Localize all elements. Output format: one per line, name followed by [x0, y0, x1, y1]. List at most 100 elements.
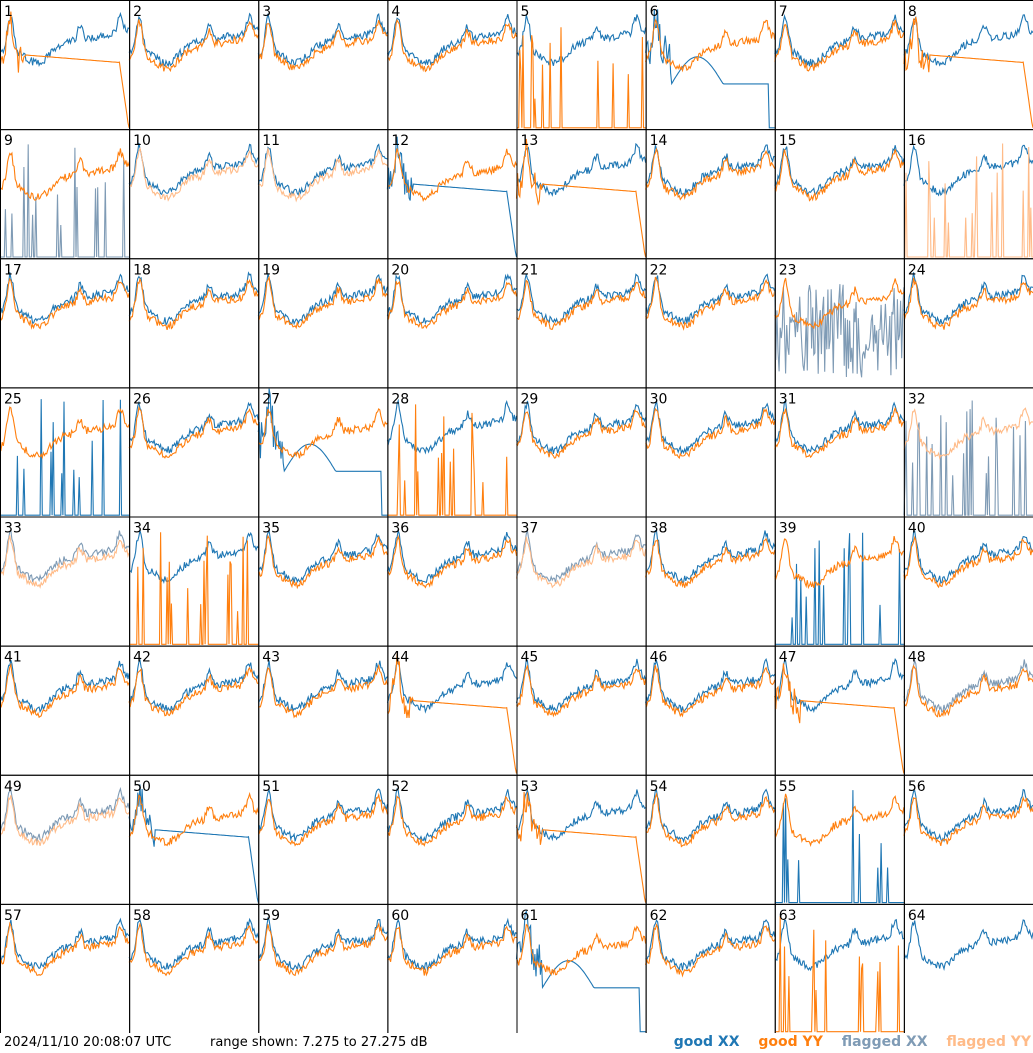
panel-9-yy-line: [0, 148, 130, 201]
panel-37-label: 37: [521, 521, 539, 537]
panel-13-label: 13: [521, 133, 539, 149]
panel-27-label: 27: [262, 391, 280, 407]
panel-11-label: 11: [262, 133, 280, 149]
panel-63-yy-line: [774, 916, 904, 1033]
panel-40-yy-line: [903, 535, 1033, 589]
panel-26-xx-line: [128, 400, 259, 454]
panel-23: 23: [774, 258, 905, 389]
panel-16-label: 16: [908, 133, 926, 149]
panel-1-label: 1: [4, 4, 13, 20]
panel-61-yy-line: [516, 923, 647, 976]
panel-50-xx-line: [128, 784, 259, 903]
panel-6-label: 6: [650, 4, 659, 20]
panel-29: 29: [516, 387, 647, 518]
panel-52-label: 52: [391, 779, 409, 795]
panel-29-label: 29: [521, 391, 539, 407]
panel-16-xx-line: [903, 144, 1033, 197]
panel-37: 37: [515, 516, 647, 647]
panel-25: 25: [0, 387, 131, 518]
panel-39-label: 39: [779, 521, 797, 537]
panel-18-yy-line: [128, 277, 259, 331]
panel-22: 22: [645, 258, 776, 389]
panel-57-label: 57: [4, 908, 22, 924]
panel-62: 62: [645, 903, 776, 1033]
panel-2-xx-line: [128, 12, 259, 68]
panel-42-label: 42: [133, 650, 151, 666]
footer: 2024/11/10 20:08:07 UTC range shown: 7.2…: [0, 1033, 1033, 1053]
panel-19-xx-line: [257, 273, 388, 326]
panel-51: 51: [257, 774, 389, 905]
panel-30-xx-line: [645, 400, 776, 455]
panel-1-yy-line: [0, 11, 130, 128]
panel-14-xx-line: [645, 144, 775, 198]
legend-good-xx: good XX: [673, 1034, 740, 1050]
panel-62-label: 62: [650, 908, 668, 924]
panel-53: 53: [515, 774, 647, 905]
panel-3-xx-line: [257, 12, 388, 67]
panel-2: 2: [128, 0, 260, 131]
panel-26-label: 26: [133, 391, 151, 407]
timestamp: 2024/11/10 20:08:07 UTC: [4, 1035, 172, 1050]
panel-56-xx-line: [903, 788, 1033, 843]
panel-38-yy-line: [645, 537, 776, 588]
panel-6: 6: [645, 0, 776, 131]
panel-19-label: 19: [262, 262, 280, 278]
panel-57-xx-line: [0, 917, 130, 970]
panel-11-xx-line: [257, 143, 388, 197]
panel-41-label: 41: [4, 650, 22, 666]
panel-1: 1: [0, 0, 131, 131]
panel-21-xx-line: [516, 273, 647, 324]
panel-58-yy-line: [128, 922, 259, 977]
panel-14-yy-line: [645, 147, 776, 201]
panel-51-yy-line: [257, 792, 388, 847]
panel-62-yy-line: [645, 923, 776, 978]
panel-13-xx-line: [516, 142, 647, 197]
panel-6-xx-line: [645, 9, 775, 129]
panel-44-xx-line: [386, 658, 517, 714]
panel-17-xx-line: [0, 272, 130, 324]
panel-25-xx-line: [0, 399, 130, 516]
panel-61-label: 61: [521, 908, 539, 924]
panel-23-xx-line: [774, 284, 905, 378]
panel-10-xx-line: [128, 142, 259, 196]
panel-9-xx-line: [0, 144, 130, 258]
panel-52-xx-line: [386, 787, 518, 842]
panel-58: 58: [128, 903, 260, 1033]
panel-24-label: 24: [908, 262, 926, 278]
panel-2-label: 2: [133, 4, 142, 20]
panel-50: 50: [128, 774, 260, 905]
panel-8-yy-line: [903, 16, 1033, 128]
panel-49: 49: [0, 774, 131, 905]
panel-50-yy-line: [128, 791, 259, 847]
panel-8-label: 8: [908, 4, 917, 20]
panel-33-yy-line: [0, 535, 130, 589]
panel-39-xx-line: [774, 532, 904, 645]
panel-21-yy-line: [516, 279, 646, 330]
panel-15-xx-line: [774, 145, 905, 196]
panel-27-xx-line: [257, 388, 388, 516]
panel-64: 64: [903, 903, 1033, 1033]
panel-22-label: 22: [650, 262, 668, 278]
panel-29-xx-line: [516, 400, 647, 455]
panel-44: 44: [386, 645, 518, 776]
panel-12-yy-line: [387, 148, 518, 202]
panel-47-xx-line: [774, 657, 905, 713]
panel-4-label: 4: [391, 4, 400, 20]
panel-42-yy-line: [128, 666, 259, 717]
panel-10-label: 10: [133, 133, 151, 149]
panel-49-xx-line: [0, 786, 130, 843]
panel-1-frame: [0, 0, 131, 131]
panel-59-yy-line: [257, 922, 388, 977]
panel-17-label: 17: [4, 262, 22, 278]
panel-16: 16: [903, 129, 1033, 260]
panel-5-frame: [516, 0, 647, 131]
panel-32-yy-line: [903, 407, 1033, 461]
panel-45-xx-line: [515, 658, 647, 713]
panel-55-yy-line: [774, 793, 905, 848]
panel-8-xx-line: [903, 14, 1033, 67]
panel-43-label: 43: [262, 650, 280, 666]
panel-20-xx-line: [386, 273, 517, 325]
panel-48: 48: [903, 645, 1033, 776]
panel-47-label: 47: [779, 650, 797, 666]
panel-47: 47: [774, 645, 905, 776]
